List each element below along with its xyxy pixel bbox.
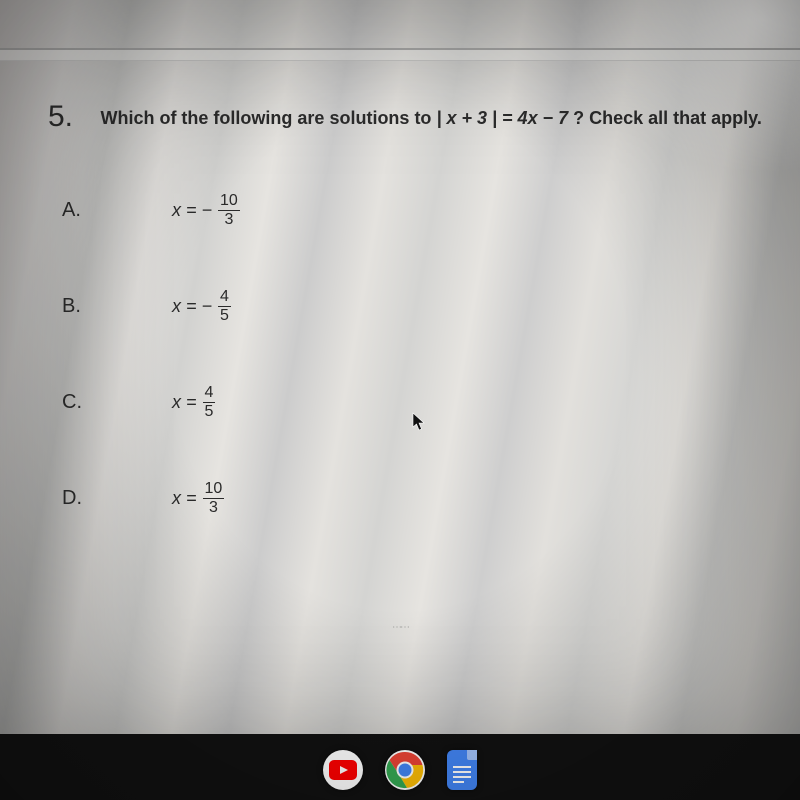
fraction: 10 3 — [218, 193, 240, 228]
question-suffix: ? Check all that apply. — [573, 108, 762, 128]
option-letter: B. — [62, 295, 172, 318]
window-top-border — [0, 48, 800, 61]
chrome-icon[interactable] — [385, 750, 425, 790]
option-c[interactable]: C. x = 4 5 — [62, 354, 788, 450]
fraction-denominator: 5 — [203, 403, 216, 420]
panel-resize-handle[interactable] — [373, 622, 427, 628]
fraction: 4 5 — [218, 289, 231, 324]
question-number: 5. — [48, 100, 96, 134]
option-letter: D. — [62, 487, 172, 510]
laptop-bezel — [0, 734, 800, 800]
fraction: 10 3 — [203, 481, 225, 516]
option-math: x = 10 3 — [172, 481, 224, 516]
option-d[interactable]: D. x = 10 3 — [62, 450, 788, 546]
question-text: Which of the following are solutions to … — [100, 100, 761, 129]
option-math: x = 4 5 — [172, 385, 215, 420]
question-equation: | x + 3 | = 4x − 7 — [436, 108, 568, 128]
chromeos-shelf — [323, 750, 477, 790]
fraction: 4 5 — [203, 385, 216, 420]
option-letter: C. — [62, 391, 172, 414]
fraction-numerator: 10 — [203, 481, 225, 498]
mouse-cursor-icon — [412, 412, 426, 432]
fraction-denominator: 3 — [222, 211, 235, 228]
fraction-numerator: 4 — [218, 289, 231, 306]
answer-options: A. x = − 10 3 B. x = − 4 — [48, 162, 788, 546]
fraction-denominator: 5 — [218, 307, 231, 324]
option-prefix: x = − — [172, 296, 212, 317]
fraction-denominator: 3 — [207, 499, 220, 516]
option-math: x = − 4 5 — [172, 289, 231, 324]
question-prefix: Which of the following are solutions to — [100, 108, 436, 128]
google-docs-icon[interactable] — [447, 750, 477, 790]
option-prefix: x = — [172, 392, 197, 413]
fraction-numerator: 4 — [203, 385, 216, 402]
option-prefix: x = − — [172, 200, 212, 221]
option-a[interactable]: A. x = − 10 3 — [62, 162, 788, 258]
option-letter: A. — [62, 199, 172, 222]
fraction-numerator: 10 — [218, 193, 240, 210]
option-math: x = − 10 3 — [172, 193, 240, 228]
laptop-screen: 5. Which of the following are solutions … — [0, 0, 800, 800]
option-b[interactable]: B. x = − 4 5 — [62, 258, 788, 354]
youtube-icon[interactable] — [323, 750, 363, 790]
option-prefix: x = — [172, 488, 197, 509]
question-content: 5. Which of the following are solutions … — [48, 100, 788, 546]
